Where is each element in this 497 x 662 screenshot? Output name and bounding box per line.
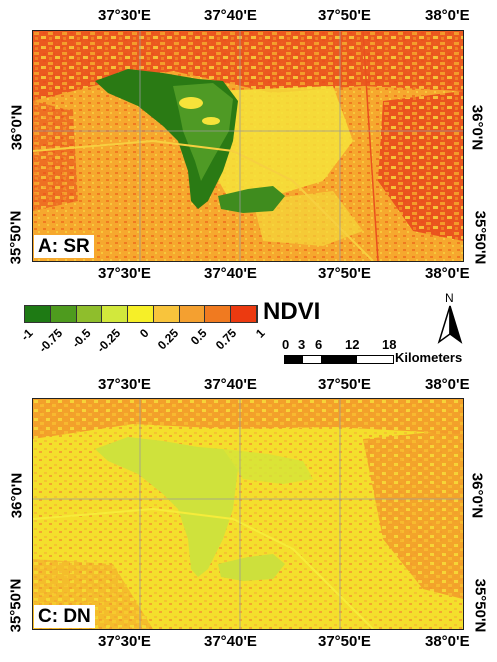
map-a-panel-label: A: SR — [34, 235, 94, 258]
scale-bar-tick: 6 — [315, 337, 323, 352]
ndvi-colorbar-swatch — [179, 306, 206, 322]
map-a-bottom-lon-label: 38°0'E — [425, 265, 470, 282]
map-a-bottom-lon-label: 37°40'E — [204, 265, 257, 282]
map-c-right-lat-label: 35°50'N — [471, 578, 489, 633]
ndvi-tick-label: 1 — [253, 326, 268, 341]
map-a-north-red-zone — [33, 31, 463, 101]
north-arrow-label: N — [445, 291, 454, 305]
map-c-north-orange-zone — [33, 399, 463, 439]
map-c-top-lon-label: 37°50'E — [318, 376, 371, 393]
map-c-bottom-lon-label: 37°30'E — [98, 633, 151, 650]
ndvi-tick-label: -0.75 — [35, 326, 65, 356]
map-a-raster — [33, 31, 463, 261]
map-a-left-lat-label: 36°0'N — [8, 104, 26, 151]
map-c-top-lon-label: 37°40'E — [204, 376, 257, 393]
map-c-raster — [33, 399, 463, 629]
map-c-left-lat-label: 35°50'N — [7, 578, 25, 633]
ndvi-tick-label: 0.5 — [188, 326, 210, 348]
scale-bar-tick: 3 — [298, 337, 306, 352]
map-a-frame — [32, 30, 464, 262]
map-a-south-lobe — [218, 186, 285, 213]
map-a-right-lat-label: 36°0'N — [468, 104, 486, 151]
ndvi-tick-label: -1 — [18, 326, 36, 344]
map-a-bottom-lon-label: 37°50'E — [318, 265, 371, 282]
ndvi-colorbar — [24, 305, 258, 323]
ndvi-colorbar-swatch — [231, 306, 257, 322]
ndvi-colorbar-swatch — [102, 306, 129, 322]
scale-bar-tick: 12 — [345, 337, 360, 352]
scale-bar-tick: 0 — [282, 337, 290, 352]
ndvi-colorbar-swatch — [205, 306, 232, 322]
map-c-bottom-lon-label: 37°40'E — [204, 633, 257, 650]
ndvi-colorbar-swatch — [128, 306, 154, 322]
map-a-bottom-lon-label: 37°30'E — [98, 265, 151, 282]
ndvi-colorbar-swatch — [25, 306, 51, 322]
map-a-road — [362, 31, 379, 261]
map-c-frame — [32, 398, 464, 630]
map-c-left-lat-label: 36°0'N — [8, 472, 26, 519]
ndvi-tick-label: 0.25 — [154, 326, 181, 353]
scale-bar-graphic — [284, 355, 394, 364]
map-a-yellow-plain-south — [253, 191, 363, 246]
ndvi-tick-label: 0 — [137, 326, 152, 341]
map-c-east-orange-zone — [363, 429, 463, 599]
map-a-top-lon-label: 37°30'E — [98, 7, 151, 24]
scale-bar-tick: 18 — [382, 337, 397, 352]
map-c-bottom-lon-label: 37°50'E — [318, 633, 371, 650]
map-c-right-lat-label: 36°0'N — [468, 472, 486, 519]
scale-bar-unit: Kilometers — [395, 350, 463, 365]
map-a-top-lon-label: 38°0'E — [425, 7, 470, 24]
map-a-left-lat-label: 35°50'N — [7, 210, 25, 265]
map-c-lake-north-extension — [223, 449, 313, 484]
map-a-lake-island — [179, 97, 203, 109]
map-c-south-lobe — [218, 554, 285, 581]
map-c-top-lon-label: 38°0'E — [425, 376, 470, 393]
ndvi-legend-title: NDVI — [263, 298, 321, 325]
map-a-west-red-zone — [33, 101, 78, 211]
map-c-bottom-lon-label: 38°0'E — [425, 633, 470, 650]
map-a-top-lon-label: 37°50'E — [318, 7, 371, 24]
map-a-right-lat-label: 35°50'N — [471, 210, 489, 265]
map-a-lake-island — [202, 117, 220, 125]
map-c-lake — [95, 437, 238, 577]
map-a-east-red-zone — [378, 91, 463, 241]
map-c-top-lon-label: 37°30'E — [98, 376, 151, 393]
map-a-yellow-plain — [213, 86, 353, 206]
north-arrow-icon — [437, 305, 463, 344]
ndvi-tick-label: -0.25 — [93, 326, 123, 356]
ndvi-colorbar-swatch — [153, 306, 180, 322]
ndvi-colorbar-swatch — [50, 306, 77, 322]
map-c-panel-label: C: DN — [34, 605, 95, 628]
ndvi-tick-label: 0.75 — [212, 326, 239, 353]
ndvi-tick-label: -0.5 — [69, 326, 94, 351]
ndvi-colorbar-swatch — [76, 306, 103, 322]
north-arrow: N — [435, 292, 465, 344]
map-a-top-lon-label: 37°40'E — [204, 7, 257, 24]
